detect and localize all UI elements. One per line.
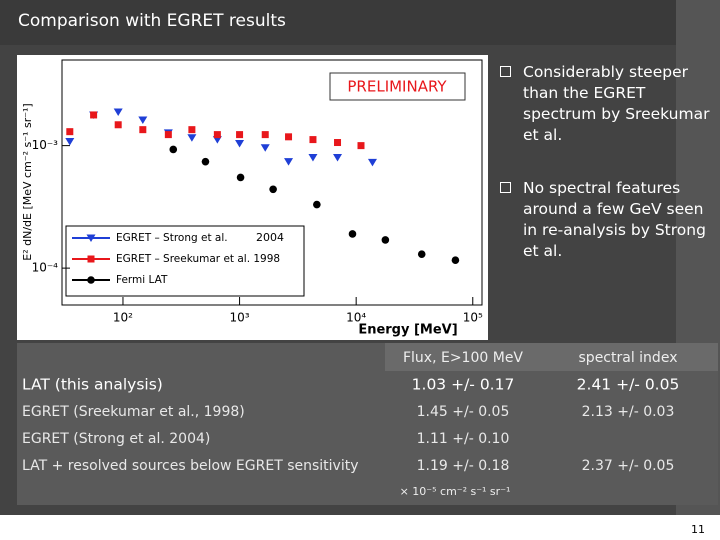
data-point: [90, 111, 98, 119]
data-point: [284, 158, 294, 166]
row-label: LAT (this analysis): [22, 376, 163, 394]
data-point: [417, 250, 426, 258]
table-cell: 1.19 +/- 0.18: [417, 458, 510, 474]
slide-title: Comparison with EGRET results: [18, 11, 286, 31]
legend-label: EGRET – Sreekumar et al. 1998: [116, 253, 280, 265]
y-tick-label: 10⁻⁴: [32, 261, 59, 275]
data-point: [86, 234, 96, 242]
data-point: [113, 108, 123, 117]
table-header: spectral index: [579, 350, 678, 366]
table-note: × 10⁻⁵ cm⁻² s⁻¹ sr⁻¹: [400, 485, 511, 498]
x-tick-label: 10⁴: [346, 311, 366, 325]
bullet-text: No spectral features around a few GeV se…: [523, 179, 706, 260]
data-point: [269, 185, 277, 194]
bullet-text: Considerably steeper than the EGRET spec…: [523, 63, 710, 144]
data-point: [451, 256, 460, 265]
x-tick-label: 10⁵: [463, 311, 483, 325]
x-tick-label: 10²: [113, 311, 133, 325]
data-point: [334, 139, 342, 147]
table-header: Flux, E>100 MeV: [403, 350, 523, 366]
plot-frame: [61, 59, 483, 306]
bullet: No spectral features around a few GeV se…: [500, 178, 715, 262]
data-point: [309, 136, 317, 144]
x-tick-label: 10³: [230, 311, 250, 325]
table-cell: 1.03 +/- 0.17: [412, 376, 515, 394]
table-cell: 1.45 +/- 0.05: [417, 404, 510, 420]
data-point: [87, 255, 95, 263]
legend-label: EGRET – Strong et al.: [116, 232, 228, 244]
data-point: [236, 173, 245, 182]
table-cell: 2.37 +/- 0.05: [582, 458, 675, 474]
data-point: [367, 158, 377, 167]
bullet: Considerably steeper than the EGRET spec…: [500, 62, 715, 146]
data-point: [65, 138, 75, 146]
page-number: 11: [691, 523, 705, 536]
footer-bar: [0, 515, 720, 540]
data-point: [260, 144, 270, 152]
data-point: [139, 126, 147, 134]
data-point: [66, 128, 74, 136]
row-label: EGRET (Sreekumar et al., 1998): [22, 404, 245, 420]
x-axis-label: Energy [MeV]: [358, 323, 457, 338]
data-point: [169, 145, 178, 154]
table-cell: 2.13 +/- 0.03: [582, 404, 675, 420]
bullet-box: [500, 66, 511, 77]
data-point: [87, 276, 95, 284]
y-tick-label: 10⁻³: [32, 138, 59, 152]
data-point: [114, 121, 122, 129]
bullet-box: [500, 182, 511, 193]
legend-label: Fermi LAT: [116, 274, 168, 286]
data-point: [187, 134, 197, 142]
data-point: [164, 131, 172, 139]
data-point: [201, 157, 210, 166]
data-point: [261, 131, 269, 139]
y-axis-label: E² dN/dE [MeV cm⁻² s⁻¹ sr⁻¹]: [21, 103, 34, 260]
table-header-bg: [385, 343, 718, 371]
data-point: [188, 126, 196, 134]
row-label: LAT + resolved sources below EGRET sensi…: [22, 458, 359, 474]
preliminary-box: [329, 72, 466, 101]
data-point: [138, 116, 148, 124]
data-point: [313, 200, 321, 209]
data-point: [381, 236, 390, 244]
data-point: [236, 131, 244, 139]
data-point: [285, 133, 293, 141]
data-point: [348, 230, 357, 238]
data-point: [333, 153, 343, 162]
row-label: EGRET (Strong et al. 2004): [22, 431, 210, 447]
table-cell: 2.41 +/- 0.05: [577, 376, 680, 394]
data-point: [357, 142, 365, 150]
preliminary-label: PRELIMINARY: [347, 78, 447, 96]
annotation: 2004: [256, 231, 284, 244]
data-point: [308, 153, 318, 162]
data-point: [235, 140, 245, 148]
title-bar: [0, 0, 720, 45]
data-point: [213, 131, 221, 139]
table-cell: 1.11 +/- 0.10: [417, 431, 510, 447]
